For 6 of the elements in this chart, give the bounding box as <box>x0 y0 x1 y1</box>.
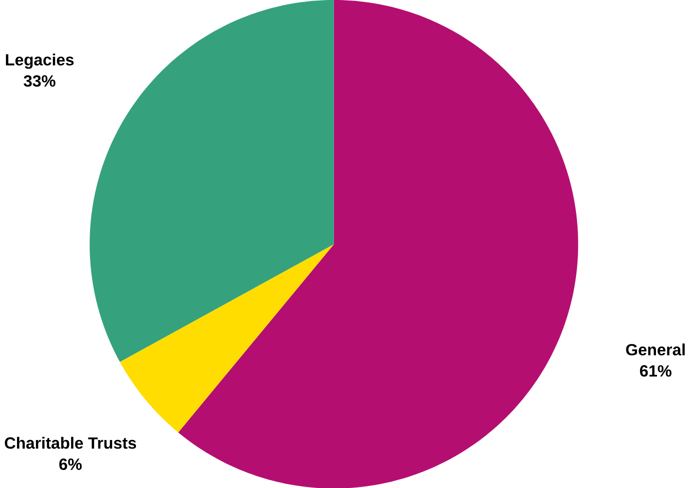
data-label: 33% <box>24 75 56 87</box>
slice-label: Legacies <box>6 53 74 69</box>
slice-label: General <box>626 343 685 356</box>
data-label: 61% <box>640 364 672 376</box>
slice-label: Charitable Trusts <box>4 436 136 449</box>
data-label: 6% <box>59 458 82 470</box>
